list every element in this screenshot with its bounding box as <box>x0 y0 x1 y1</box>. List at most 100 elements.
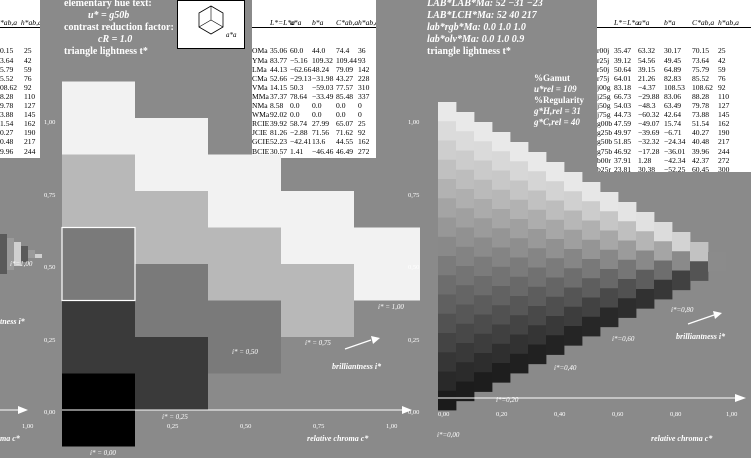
table-cell: 59 <box>24 64 32 74</box>
column-header: C*ab,a <box>336 18 359 28</box>
right-chart: 1,00 0,75 0,50 0,25 0,00 0,00 0,20 0,40 … <box>408 102 746 443</box>
table-cell: 108.53 <box>664 82 685 92</box>
chart-cell <box>62 300 135 374</box>
table-cell: 49.45 <box>664 55 682 65</box>
table-cell: CMa <box>252 73 268 83</box>
chart-cell <box>528 306 547 326</box>
chart-cell <box>528 325 547 345</box>
table-cell: 8.58 <box>270 101 284 111</box>
iso-label: i* = 0,50 <box>232 348 258 356</box>
table-cell: 8.28 <box>0 91 14 101</box>
chart-cell <box>546 316 565 336</box>
x-axis-label: relative chroma c* <box>651 434 713 443</box>
chart-cell <box>208 154 281 228</box>
table-cell: 190 <box>24 128 36 138</box>
table-cell: 76 <box>24 73 32 83</box>
chart-cell <box>510 142 529 162</box>
table-cell: 0.15 <box>0 46 14 56</box>
chart-cell <box>510 161 529 181</box>
table-cell: 1.28 <box>638 155 652 165</box>
table-cell: 109.44 <box>336 55 357 65</box>
table-row: 1.54 162 <box>0 119 40 128</box>
table-cell: 1.54 <box>0 119 14 129</box>
hexagon-box: a*a <box>177 0 245 49</box>
table-cell: 162 <box>358 137 370 147</box>
table-cell: RCIE <box>252 119 270 129</box>
table-cell: 35.47 <box>614 46 632 56</box>
table-row: 5.52 76 <box>0 74 40 83</box>
chart-cell <box>135 191 208 264</box>
chart-cell <box>281 264 354 337</box>
fragment-cell <box>14 242 21 266</box>
iso-label-fragment: i*=1,00 <box>10 260 33 268</box>
x-tick: 0,80 <box>670 411 681 418</box>
chart-cell <box>546 296 565 317</box>
table-header: *ab,a h*ab,a <box>0 18 40 29</box>
chart-cell <box>474 179 493 200</box>
chart-cell <box>456 362 475 382</box>
chart-cell <box>528 248 547 268</box>
table-cell: 142 <box>358 64 370 74</box>
table-cell: 310 <box>358 82 370 92</box>
chart-cell <box>582 259 601 279</box>
chart-cell <box>492 363 511 383</box>
table-cell: NMa <box>252 101 268 111</box>
table-cell: 70.15 <box>692 46 710 56</box>
chart-cell <box>438 102 457 122</box>
header-line: elementary hue text: <box>64 0 152 9</box>
table-cell: 21.26 <box>638 73 656 83</box>
table-cell: 0 <box>358 101 362 111</box>
y-tick: 1,00 <box>44 119 55 126</box>
chart-cell <box>492 170 511 191</box>
chart-cell <box>474 160 493 181</box>
table-row: g25b 49.97 −39.69 −6.71 40.27 190 <box>597 128 751 137</box>
table-row: GCIE 52.23 −42.41 13.6 44.55 162 <box>252 137 376 146</box>
table-cell: 39.15 <box>638 64 656 74</box>
table-row: LMa 44.13 −62.66 48.24 79.09 142 <box>252 65 376 74</box>
chart-cell <box>438 371 457 392</box>
table-cell: 27.99 <box>312 119 330 129</box>
fragment-cell <box>28 250 35 258</box>
table-cell: 42 <box>24 55 32 65</box>
table-cell: 25 <box>358 119 366 129</box>
chart-cell <box>474 218 493 238</box>
chart-cell <box>528 209 547 230</box>
table-cell: 0.0 <box>312 110 322 120</box>
header-line: triangle lightness t* <box>427 46 511 57</box>
chart-cell <box>135 337 208 410</box>
table-header: L*=L*aa*a b*a C*ab,ah*ab,a <box>252 18 376 29</box>
table-cell: 25 <box>718 46 726 56</box>
table-cell: 272 <box>718 155 730 165</box>
chart-cell <box>456 189 475 209</box>
table-cell: 52.23 <box>270 137 288 147</box>
chart-cell <box>492 286 511 306</box>
chart-cell <box>510 296 529 316</box>
chart-cell <box>690 242 709 262</box>
table-cell: 162 <box>718 119 730 129</box>
header-line: contrast reduction factor: <box>64 22 174 33</box>
table-cell: −31.98 <box>312 73 334 83</box>
table-cell: 44.55 <box>336 137 354 147</box>
iso-label: i*=0,60 <box>612 335 635 343</box>
fragment-cell <box>7 238 14 270</box>
x-tick: 0,20 <box>496 411 507 418</box>
left-fragment <box>0 234 42 274</box>
table-cell: 23.81 <box>614 164 632 172</box>
table-cell: 73.88 <box>692 110 710 120</box>
table-cell: 54.56 <box>638 55 656 65</box>
x-axis-arrow-left <box>18 406 28 414</box>
table-cell: 217 <box>24 137 36 147</box>
table-cell: 0.0 <box>336 101 346 111</box>
chart-cell <box>600 230 619 251</box>
chart-cell <box>582 239 601 260</box>
table-cell: 30.57 <box>270 146 288 156</box>
table-cell: 244 <box>718 146 730 156</box>
chart-cell <box>474 141 493 161</box>
table-cell: 39.12 <box>614 55 632 65</box>
brilliantness-arrowhead <box>371 336 380 344</box>
chart-cell <box>654 260 673 281</box>
chart-cell <box>438 198 457 218</box>
chart-cell <box>618 298 637 318</box>
table-cell: 71.62 <box>336 128 354 138</box>
hexagon-label: a*a <box>226 31 237 39</box>
